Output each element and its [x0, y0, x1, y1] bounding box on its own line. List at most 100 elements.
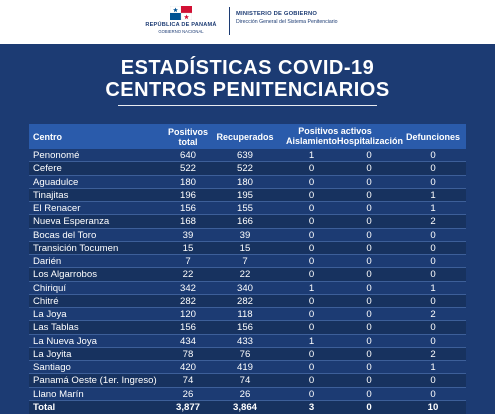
cell-centro: Penonomé: [33, 150, 80, 161]
cell-recuperados: 522: [236, 163, 253, 175]
cell-hospitalizacion: 0: [366, 309, 372, 320]
total-aislamiento: 3: [308, 401, 315, 413]
cell-defunciones: 2: [430, 348, 436, 360]
republic-label: REPÚBLICA DE PANAMÁ: [145, 22, 217, 28]
cell-aislamiento: 0: [308, 229, 315, 241]
panama-flag-icon: [170, 6, 192, 20]
table-row: Santiago 420 419 0 0 1: [29, 361, 466, 375]
cell-positivos: 156: [179, 322, 196, 334]
cell-recuperados: 155: [236, 203, 253, 214]
cell-hospitalizacion: 0: [366, 189, 372, 201]
cell-hospitalizacion: 0: [366, 269, 372, 281]
cell-recuperados: 118: [237, 309, 253, 320]
cell-aislamiento: 0: [308, 348, 315, 360]
cell-defunciones: 2: [430, 309, 436, 320]
table-row: Tinajitas 196 195 0 0 1: [29, 188, 466, 202]
cell-recuperados: 26: [239, 388, 251, 400]
cell-positivos: 522: [179, 163, 196, 175]
page-title-line2: CENTROS PENITENCIARIOS: [105, 79, 390, 101]
cell-defunciones: 0: [430, 176, 436, 188]
cell-centro: Chitré: [33, 295, 59, 307]
cell-hospitalizacion: 0: [366, 256, 372, 267]
ministry-block: MINISTERIO DE GOBIERNO Dirección General…: [236, 11, 338, 25]
cell-positivos: 156: [179, 203, 196, 214]
table-row: Aguadulce 180 180 0 0 0: [29, 176, 466, 189]
cell-positivos: 434: [179, 335, 196, 347]
total-label: Total: [33, 401, 56, 413]
header-defunciones: Defunciones: [405, 132, 460, 142]
cell-aislamiento: 0: [308, 256, 315, 267]
government-header: REPÚBLICA DE PANAMÁ GOBIERNO NACIONAL MI…: [0, 0, 495, 44]
page-title-line1: ESTADÍSTICAS COVID-19: [120, 57, 375, 79]
cell-recuperados: 7: [242, 256, 248, 267]
cell-hospitalizacion: 0: [366, 282, 372, 294]
header-hospitalizacion: Hospitalización: [337, 136, 404, 146]
table-row: El Renacer 156 155 0 0 1: [29, 202, 466, 216]
ministry-label: MINISTERIO DE GOBIERNO: [236, 11, 318, 17]
cell-hospitalizacion: 0: [366, 203, 372, 214]
cell-centro: Cefere: [33, 163, 62, 175]
table-row: La Joya 120 118 0 0 2: [29, 308, 466, 322]
cell-recuperados: 156: [236, 322, 253, 334]
cell-centro: El Renacer: [33, 203, 81, 214]
cell-defunciones: 0: [430, 322, 436, 334]
cell-aislamiento: 0: [308, 322, 315, 334]
cell-recuperados: 639: [236, 150, 253, 161]
header-aislamiento: Aislamiento: [285, 136, 337, 146]
cell-defunciones: 0: [430, 295, 436, 307]
cell-recuperados: 419: [236, 362, 253, 373]
cell-aislamiento: 0: [308, 388, 315, 400]
cell-positivos: 420: [179, 362, 196, 373]
total-positivos: 3,877: [175, 401, 200, 413]
cell-defunciones: 0: [430, 242, 436, 254]
cell-positivos: 180: [179, 176, 196, 188]
cell-centro: Panamá Oeste (1er. Ingreso): [33, 375, 157, 387]
cell-recuperados: 180: [236, 176, 253, 188]
cell-aislamiento: 0: [308, 309, 315, 320]
cell-centro: La Joyita: [33, 348, 72, 360]
table-row: La Nueva Joya 434 433 1 0 0: [29, 335, 466, 348]
cell-hospitalizacion: 0: [366, 362, 372, 373]
header-activos: Positivos activos: [298, 126, 372, 136]
total-recuperados: 3,864: [232, 401, 257, 413]
cell-aislamiento: 0: [308, 375, 315, 387]
cell-hospitalizacion: 0: [366, 375, 372, 387]
cell-hospitalizacion: 0: [366, 348, 372, 360]
table-row: Los Algarrobos 22 22 0 0 0: [29, 268, 466, 282]
cell-aislamiento: 1: [308, 335, 315, 347]
header-centro: Centro: [33, 132, 62, 142]
title-divider: [118, 105, 377, 106]
cell-hospitalizacion: 0: [366, 295, 372, 307]
cell-hospitalizacion: 0: [366, 242, 372, 254]
covid-stats-table: Centro Positivos total Recuperados Posit…: [29, 124, 466, 414]
cell-centro: Llano Marín: [33, 388, 84, 400]
cell-aislamiento: 0: [308, 163, 315, 175]
cell-recuperados: 15: [239, 242, 251, 254]
cell-aislamiento: 0: [308, 216, 315, 228]
cell-hospitalizacion: 0: [366, 176, 372, 188]
cell-positivos: 74: [182, 375, 194, 387]
table-row: La Joyita 78 76 0 0 2: [29, 347, 466, 361]
cell-defunciones: 1: [430, 203, 436, 214]
cell-defunciones: 2: [430, 216, 436, 228]
cell-centro: Darién: [33, 256, 62, 267]
cell-recuperados: 76: [239, 348, 251, 360]
table-row: Nueva Esperanza 168 166 0 0 2: [29, 215, 466, 229]
table-header-row: Centro Positivos total Recuperados Posit…: [29, 124, 466, 149]
cell-centro: Bocas del Toro: [33, 229, 97, 241]
cell-aislamiento: 0: [308, 189, 315, 201]
cell-defunciones: 0: [430, 269, 436, 281]
table-row: Darién 7 7 0 0 0: [29, 255, 466, 269]
cell-positivos: 26: [182, 388, 194, 400]
table-total-row: Total 3,877 3,864 3 0 10: [29, 400, 466, 414]
header-divider: [229, 7, 230, 35]
table-row: Las Tablas 156 156 0 0 0: [29, 321, 466, 335]
cell-recuperados: 22: [239, 269, 251, 281]
cell-hospitalizacion: 0: [366, 216, 372, 228]
cell-defunciones: 0: [430, 375, 436, 387]
cell-positivos: 78: [182, 348, 194, 360]
cell-centro: Aguadulce: [33, 176, 79, 188]
table-row: Penonomé 640 639 1 0 0: [29, 149, 466, 163]
cell-recuperados: 433: [236, 335, 253, 347]
government-label: GOBIERNO NACIONAL: [158, 29, 204, 34]
